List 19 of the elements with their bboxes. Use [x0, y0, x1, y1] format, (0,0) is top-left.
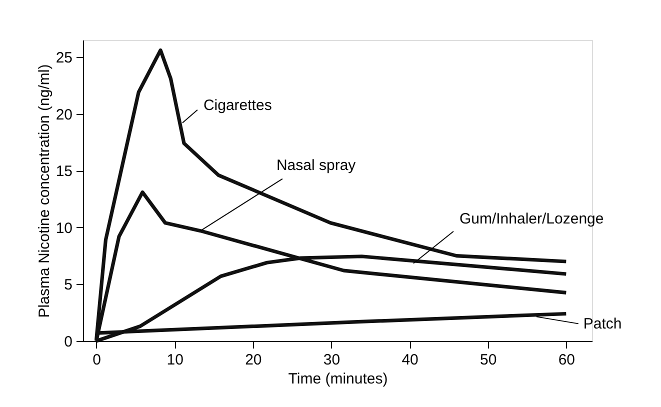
y-tick-label: 5	[64, 276, 72, 294]
x-axis-title: Time (minutes)	[288, 370, 388, 388]
y-tick-label: 15	[56, 163, 72, 180]
y-tick-label: 20	[56, 106, 72, 124]
x-tick-label: 10	[166, 352, 184, 368]
x-tick-label: 40	[402, 352, 418, 368]
annotation: Nasal spray	[276, 156, 356, 174]
x-tick-label: 30	[323, 352, 340, 368]
x-tick-label: 60	[558, 352, 575, 368]
annotation: Cigarettes	[203, 96, 272, 114]
x-tick-label: 0	[92, 352, 101, 368]
y-tick-label: 25	[56, 50, 72, 67]
y-tick-label: 10	[56, 220, 72, 237]
annotation: Patch	[583, 316, 622, 333]
y-tick-label: 0	[64, 334, 72, 350]
x-tick-label: 20	[245, 352, 262, 368]
x-tick-label: 50	[480, 352, 497, 368]
y-axis-title: Plasma Nicotine concentration (ng/ml)	[36, 64, 53, 318]
annotation: Gum/Inhaler/Lozenge	[459, 210, 604, 228]
